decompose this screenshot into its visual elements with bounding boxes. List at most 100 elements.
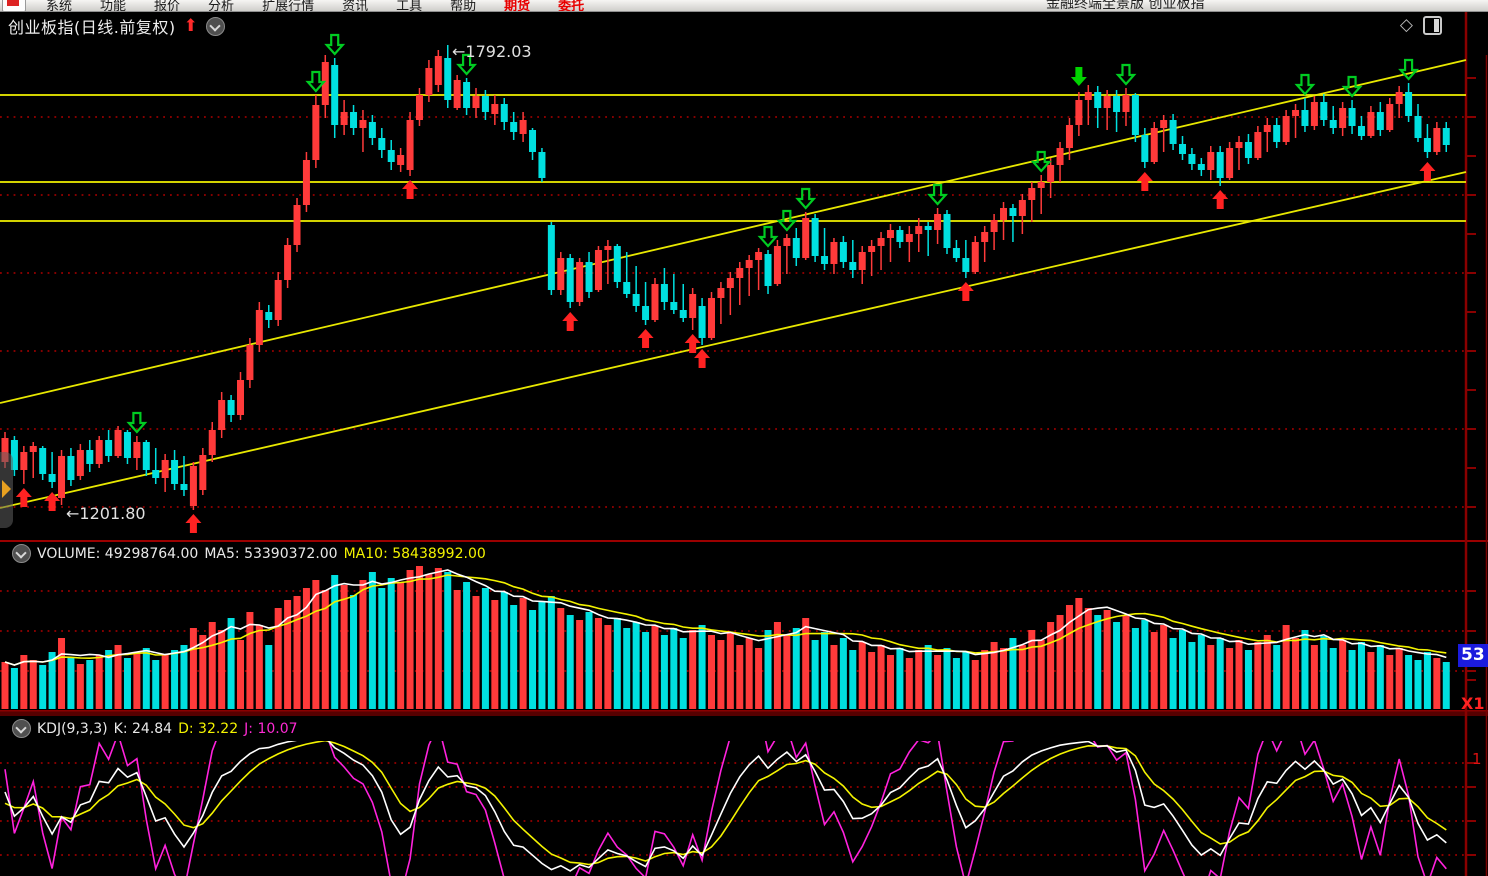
candlestick: [585, 262, 593, 292]
menu-item-8[interactable]: 期货: [504, 0, 531, 12]
j-label: J:: [244, 720, 253, 737]
low-price-label: ←1201.80: [66, 504, 146, 523]
sell-signal-arrow: [757, 225, 779, 248]
volume-bar: [670, 628, 678, 709]
sell-signal-arrow: [1294, 73, 1316, 96]
menu-item-1[interactable]: 功能: [100, 0, 127, 12]
volume-bar: [1169, 638, 1177, 709]
candlestick: [1197, 164, 1205, 170]
volume-bar: [1235, 640, 1243, 709]
candlestick: [1414, 116, 1422, 138]
menu-item-6[interactable]: 工具: [396, 0, 423, 12]
volume-bar: [736, 645, 744, 709]
menu-item-9[interactable]: 委托: [558, 0, 585, 12]
menu-item-7[interactable]: 帮助: [450, 0, 477, 12]
candlestick: [1263, 125, 1271, 132]
buy-signal-arrow: [637, 329, 654, 348]
candlestick: [1244, 142, 1252, 158]
volume-bar: [1065, 605, 1073, 709]
volume-bar: [1367, 652, 1375, 709]
candlestick: [1282, 116, 1290, 142]
candlestick: [171, 460, 179, 484]
candlestick: [764, 254, 772, 286]
candlestick: [990, 220, 998, 232]
volume-bar: [849, 650, 857, 709]
volume-bar: [1301, 630, 1309, 709]
volume-bar: [1376, 645, 1384, 709]
diamond-icon[interactable]: ◇: [1399, 15, 1413, 35]
volume-bar: [444, 572, 452, 709]
candlestick: [491, 104, 499, 114]
level-lines: [0, 59, 1467, 509]
volume-bar: [896, 648, 904, 709]
volume-bar: [387, 578, 395, 709]
buy-signal-arrow: [694, 349, 711, 368]
volume-bar: [1179, 630, 1186, 709]
candlestick: [519, 120, 527, 134]
candlestick: [1423, 138, 1431, 152]
volume-bar: [1405, 655, 1413, 709]
menu-item-0[interactable]: 系统: [46, 0, 73, 12]
candlestick: [689, 294, 697, 318]
collapse-volume-icon[interactable]: [12, 544, 31, 563]
panel-layout-icon[interactable]: [1423, 15, 1442, 35]
sell-signal-arrow: [324, 33, 346, 56]
candlestick: [670, 302, 678, 310]
volume-bar: [547, 596, 555, 709]
candlestick: [1301, 110, 1309, 126]
signal-arrows: [15, 33, 1436, 533]
candlestick: [76, 450, 84, 476]
volume-ma-lines: [4, 569, 1447, 666]
candlestick: [896, 230, 904, 242]
volume-bar: [1094, 615, 1102, 709]
candlestick: [425, 68, 433, 95]
menu-item-4[interactable]: 扩展行情: [262, 0, 315, 12]
candlestick: [1357, 126, 1365, 136]
collapse-kdj-icon[interactable]: [12, 719, 31, 738]
volume-bar: [877, 645, 885, 709]
volume-bar: [39, 665, 47, 709]
candlesticks: [1, 45, 1450, 510]
candlestick: [387, 150, 395, 162]
candlestick: [189, 466, 197, 506]
volume-bar: [67, 658, 75, 709]
collapse-main-chart-icon[interactable]: [205, 16, 225, 36]
candlestick: [302, 160, 310, 205]
candlestick: [378, 138, 386, 150]
candlestick: [105, 440, 113, 456]
volume-bar: [237, 640, 244, 709]
app-icon[interactable]: [2, 0, 26, 11]
volume-bar: [293, 596, 301, 709]
candlestick: [10, 440, 18, 470]
candlestick: [152, 470, 160, 478]
volume-bar: [1320, 636, 1328, 709]
candlestick: [858, 252, 866, 270]
candlestick: [1254, 132, 1262, 158]
volume-bar: [406, 570, 414, 709]
volume-bar: [773, 622, 781, 709]
candlestick: [246, 345, 254, 380]
volume-bar: [227, 618, 235, 709]
volume-bar: [1348, 650, 1356, 709]
sell-signal-arrow: [927, 183, 949, 206]
volume-bar: [557, 608, 565, 709]
volume-bar: [1028, 630, 1036, 709]
volume-bar: [764, 630, 772, 709]
candlestick: [29, 446, 37, 452]
volume-bar: [1131, 628, 1139, 709]
candlestick: [905, 234, 913, 242]
volume-bar: [1244, 650, 1252, 709]
candlestick: [1028, 188, 1036, 200]
left-panel-expander[interactable]: [0, 452, 13, 528]
volume-bar: [858, 642, 866, 709]
menu-item-3[interactable]: 分析: [208, 0, 235, 12]
sell-signal-arrow: [305, 70, 327, 93]
menu-item-2[interactable]: 报价: [154, 0, 181, 12]
volume-scale-label: X1: [1461, 694, 1485, 713]
candlestick: [717, 288, 725, 298]
candlestick: [613, 246, 621, 282]
menu-item-5[interactable]: 资讯: [342, 0, 369, 12]
candlestick: [199, 455, 207, 490]
